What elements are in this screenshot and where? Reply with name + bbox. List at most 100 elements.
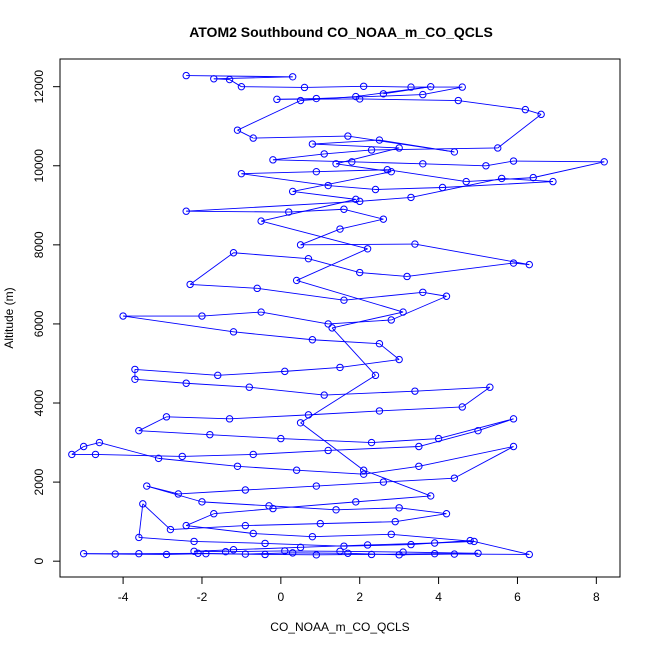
data-point xyxy=(367,550,376,559)
series-segment xyxy=(95,453,183,457)
data-point xyxy=(450,148,459,156)
data-point xyxy=(427,492,435,500)
data-point xyxy=(320,391,328,399)
series-segment xyxy=(99,442,159,459)
data-point xyxy=(332,160,340,168)
series-segment xyxy=(316,481,384,487)
series-segment xyxy=(359,272,408,277)
series-segment xyxy=(461,386,491,408)
data-point xyxy=(430,549,439,558)
series-segment xyxy=(335,163,392,173)
data-point xyxy=(387,316,395,324)
data-point xyxy=(190,547,198,555)
data-point xyxy=(79,442,88,451)
series-segment xyxy=(343,291,423,301)
data-point xyxy=(296,241,305,249)
series-segment xyxy=(225,550,285,553)
data-point xyxy=(521,105,530,114)
x-tick-label: 4 xyxy=(435,590,442,604)
series-segment xyxy=(71,446,84,455)
series-segment xyxy=(485,160,514,167)
data-point xyxy=(434,434,443,443)
data-point xyxy=(296,543,305,552)
series-segment xyxy=(438,418,514,440)
data-point xyxy=(324,446,332,455)
data-point xyxy=(241,521,250,530)
series-segment xyxy=(233,331,313,341)
data-point xyxy=(233,126,242,134)
data-point xyxy=(202,549,210,558)
data-point xyxy=(509,442,518,451)
data-point xyxy=(190,537,198,546)
series-segment xyxy=(213,76,293,80)
series-segment xyxy=(138,430,210,436)
data-point xyxy=(285,208,293,216)
data-point xyxy=(95,438,104,447)
data-point xyxy=(379,215,388,223)
data-point xyxy=(296,419,305,427)
data-point xyxy=(288,549,297,557)
series-segment xyxy=(391,295,447,321)
data-point xyxy=(245,383,253,391)
series-segment xyxy=(229,79,242,88)
data-point xyxy=(249,529,257,538)
data-point xyxy=(261,550,269,559)
series-segment xyxy=(308,258,360,273)
series-segment xyxy=(186,513,214,527)
series-segment xyxy=(347,135,455,153)
data-point xyxy=(525,550,533,559)
data-point xyxy=(344,549,352,557)
x-tick-label: -2 xyxy=(197,590,208,604)
series-segment xyxy=(213,78,230,81)
series-segment xyxy=(134,368,218,376)
series-segment xyxy=(399,507,447,515)
series-segment xyxy=(351,161,423,165)
data-point xyxy=(131,365,139,374)
series-segment xyxy=(316,169,388,173)
data-point xyxy=(214,371,222,380)
series-segment xyxy=(296,248,368,281)
data-point xyxy=(292,466,301,474)
series-segment xyxy=(134,378,187,384)
data-point xyxy=(458,403,466,411)
series-segment xyxy=(395,513,447,523)
series-segment xyxy=(363,85,411,88)
series-segment xyxy=(209,434,281,440)
data-point xyxy=(375,407,384,415)
data-point xyxy=(438,183,447,192)
series-segment xyxy=(261,220,368,250)
data-point xyxy=(387,167,395,176)
series-segment xyxy=(272,159,352,163)
series-segment xyxy=(237,129,254,139)
series-segment xyxy=(300,422,364,471)
data-point xyxy=(304,411,313,419)
data-point xyxy=(336,225,344,233)
chart-title: ATOM2 Southbound CO_NOAA_m_CO_QCLS xyxy=(189,24,493,40)
series-segment xyxy=(138,416,167,432)
data-point xyxy=(430,539,439,547)
series-segment xyxy=(170,525,246,530)
series-segment xyxy=(312,143,400,149)
series-segment xyxy=(304,85,364,88)
data-point xyxy=(135,426,143,435)
data-point xyxy=(395,504,403,512)
data-point xyxy=(340,542,348,550)
data-point xyxy=(525,260,533,269)
data-point xyxy=(450,550,459,558)
data-point xyxy=(509,259,518,267)
data-point xyxy=(352,195,360,204)
data-point xyxy=(312,482,321,490)
data-point xyxy=(419,160,427,168)
series-segment xyxy=(178,489,246,495)
series-segment xyxy=(442,181,553,188)
data-point xyxy=(367,146,376,154)
data-point xyxy=(466,536,474,545)
series-segment xyxy=(300,544,368,548)
series-segment xyxy=(257,287,345,301)
x-axis-label: CO_NOAA_m_CO_QCLS xyxy=(270,620,409,634)
data-point xyxy=(198,498,206,506)
y-tick-label: 10000 xyxy=(32,149,46,183)
data-point xyxy=(363,541,372,549)
data-point xyxy=(174,490,183,498)
